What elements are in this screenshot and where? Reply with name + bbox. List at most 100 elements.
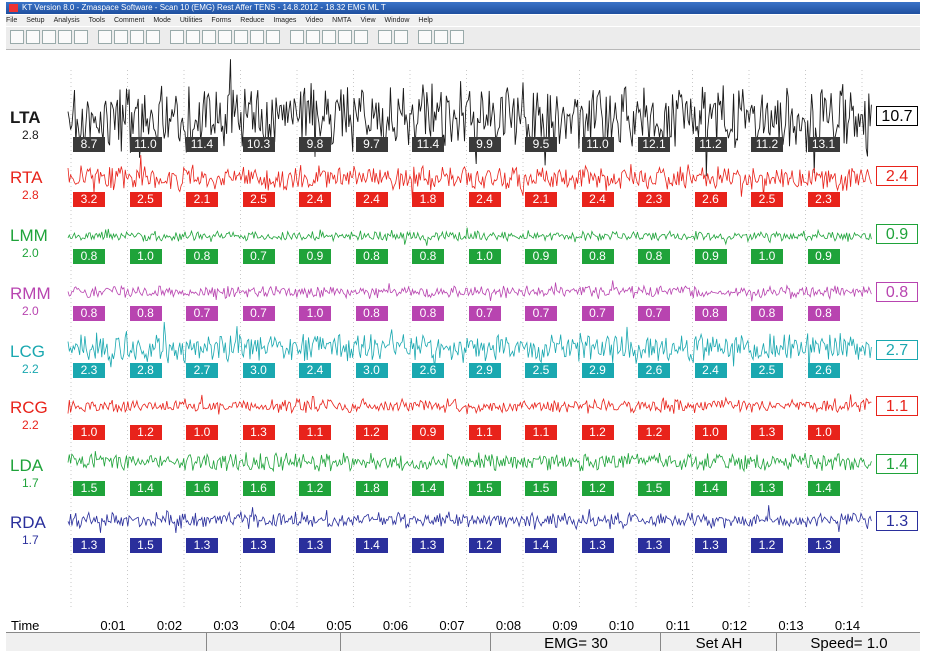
scan-icon[interactable] bbox=[98, 30, 112, 44]
status-empty-3 bbox=[340, 633, 491, 651]
channel-rta-value-box: 2.6 bbox=[694, 192, 727, 207]
channel-lta-value-box: 8.7 bbox=[73, 137, 105, 152]
cursor-icon[interactable] bbox=[418, 30, 432, 44]
channel-rmm-value-box: 0.8 bbox=[694, 306, 727, 321]
time-tick: 0:05 bbox=[326, 618, 352, 633]
menu-help[interactable]: Help bbox=[418, 17, 433, 24]
time-tick: 0:04 bbox=[269, 618, 296, 633]
channel-lcg-value-box: 2.8 bbox=[129, 363, 162, 378]
time-tick: 0:09 bbox=[552, 618, 578, 633]
channel-lmm-value-box: 0.9 bbox=[525, 249, 557, 264]
time-tick: 0:06 bbox=[382, 618, 409, 633]
channel-rda-current-value: 1.3 bbox=[876, 511, 918, 531]
menu-video[interactable]: Video bbox=[305, 17, 324, 24]
channel-rcg-value-box: 1.1 bbox=[299, 425, 331, 440]
grid-icon[interactable] bbox=[130, 30, 144, 44]
channel-rmm-value-box: 0.7 bbox=[581, 306, 614, 321]
window-title: KT Version 8.0 - Zmaspace Software - Sca… bbox=[22, 3, 386, 12]
menu-nmta[interactable]: NMTA bbox=[332, 17, 352, 24]
channel-lda-value-box: 1.4 bbox=[694, 481, 727, 496]
channel-rda-value-box: 1.3 bbox=[412, 538, 444, 553]
chart-c-icon[interactable] bbox=[322, 30, 336, 44]
chart-b-icon[interactable] bbox=[306, 30, 320, 44]
menu-comment[interactable]: Comment bbox=[114, 17, 145, 24]
chart-a-icon[interactable] bbox=[290, 30, 304, 44]
channel-rda-label: RDA bbox=[10, 513, 46, 532]
channel-lda-value-box: 1.5 bbox=[638, 481, 670, 496]
chart-d-icon[interactable] bbox=[338, 30, 352, 44]
person-icon[interactable] bbox=[266, 30, 280, 44]
time-tick: 0:01 bbox=[100, 618, 126, 633]
disk-icon[interactable] bbox=[250, 30, 264, 44]
channel-lda-value-box: 1.2 bbox=[581, 481, 614, 496]
channel-rmm-value-box: 0.8 bbox=[129, 306, 162, 321]
menu-mode[interactable]: Mode bbox=[153, 17, 171, 24]
channel-lta-value-box: 11.0 bbox=[581, 137, 614, 152]
emg-plot-area[interactable] bbox=[10, 50, 920, 616]
channel-lmm-label: LMM bbox=[10, 226, 48, 245]
channel-lmm-value-box: 0.9 bbox=[694, 249, 727, 264]
emg-traces bbox=[67, 59, 872, 610]
edit-icon[interactable] bbox=[218, 30, 232, 44]
channel-rta-value-box: 2.1 bbox=[525, 192, 557, 207]
channel-rcg-value-box: 1.0 bbox=[694, 425, 727, 440]
channel-lmm-value-box: 0.9 bbox=[807, 249, 840, 264]
channel-lmm-baseline: 2.0 bbox=[22, 246, 39, 260]
table-icon[interactable] bbox=[146, 30, 160, 44]
wave-icon[interactable] bbox=[170, 30, 184, 44]
channel-rcg-current-value: 1.1 bbox=[876, 396, 918, 416]
channel-rda-baseline: 1.7 bbox=[22, 533, 39, 547]
arrow-down-icon[interactable] bbox=[58, 30, 72, 44]
layout-b-icon[interactable] bbox=[394, 30, 408, 44]
menu-setup[interactable]: Setup bbox=[26, 17, 45, 24]
channel-rcg-value-box: 1.2 bbox=[638, 425, 670, 440]
open-icon[interactable] bbox=[26, 30, 40, 44]
channel-lta-value-box: 9.8 bbox=[299, 137, 331, 152]
channel-rda-value-box: 1.3 bbox=[299, 538, 331, 553]
channel-rmm-current-value: 0.8 bbox=[876, 282, 918, 302]
channel-lmm-value-box: 1.0 bbox=[751, 249, 783, 264]
split-icon[interactable] bbox=[434, 30, 448, 44]
channel-rda-value-box: 1.3 bbox=[638, 538, 670, 553]
new-icon[interactable] bbox=[10, 30, 24, 44]
image-icon[interactable] bbox=[202, 30, 216, 44]
time-tick: 0:03 bbox=[213, 618, 239, 633]
print-icon[interactable] bbox=[234, 30, 248, 44]
menu-forms[interactable]: Forms bbox=[211, 17, 232, 24]
menu-bar: File Setup Analysis Tools Comment Mode Utiliti… bbox=[6, 15, 920, 26]
layout-a-icon[interactable] bbox=[378, 30, 392, 44]
channel-rda-value-box: 1.3 bbox=[186, 538, 218, 553]
channel-lcg-value-box: 2.6 bbox=[807, 363, 840, 378]
status-bar: EMG= 30 Set AH Speed= 1.0 bbox=[6, 632, 920, 652]
menu-utilities[interactable]: Utilities bbox=[179, 17, 203, 24]
menu-view[interactable]: View bbox=[360, 17, 376, 24]
check-icon[interactable] bbox=[186, 30, 200, 44]
menu-window[interactable]: Window bbox=[384, 17, 410, 24]
channel-lda-value-box: 1.5 bbox=[525, 481, 557, 496]
status-emg: EMG= 30 bbox=[490, 633, 661, 652]
channel-rda-value-box: 1.5 bbox=[129, 538, 162, 553]
channel-lcg-value-box: 2.3 bbox=[73, 363, 105, 378]
menu-file[interactable]: File bbox=[6, 17, 18, 24]
menu-analysis[interactable]: Analysis bbox=[53, 17, 80, 24]
arrow-up-icon[interactable] bbox=[74, 30, 88, 44]
columns-icon[interactable] bbox=[450, 30, 464, 44]
menu-tools[interactable]: Tools bbox=[88, 17, 105, 24]
time-tick: 0:13 bbox=[778, 618, 804, 633]
channel-lta-value-box: 13.1 bbox=[807, 137, 840, 152]
channel-rmm-value-box: 0.7 bbox=[525, 306, 557, 321]
channel-rta-label: RTA bbox=[10, 168, 43, 187]
channel-lmm-value-box: 0.8 bbox=[186, 249, 218, 264]
channel-lcg-value-box: 2.4 bbox=[694, 363, 727, 378]
app-icon bbox=[9, 4, 18, 12]
channel-lmm-value-box: 0.8 bbox=[412, 249, 444, 264]
menu-images[interactable]: Images bbox=[273, 17, 297, 24]
trace-lmm bbox=[67, 227, 872, 246]
channel-lmm-value-box: 1.0 bbox=[468, 249, 501, 264]
save-icon[interactable] bbox=[42, 30, 56, 44]
printer-icon[interactable] bbox=[354, 30, 368, 44]
compare-icon[interactable] bbox=[114, 30, 128, 44]
menu-reduce[interactable]: Reduce bbox=[240, 17, 265, 24]
channel-rcg-value-box: 1.2 bbox=[129, 425, 162, 440]
